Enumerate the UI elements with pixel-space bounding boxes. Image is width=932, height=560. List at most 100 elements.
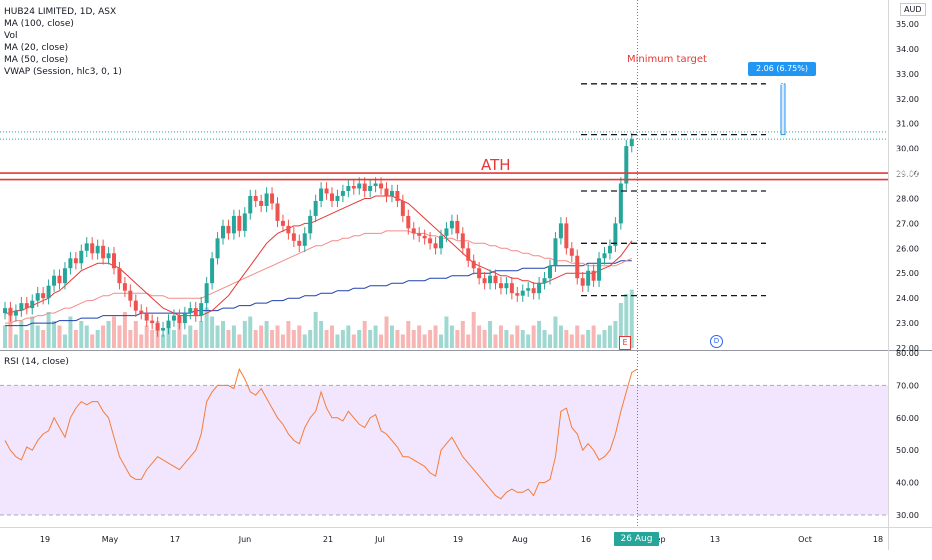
earnings-badge[interactable]: E <box>619 336 631 350</box>
volume-bar <box>406 321 411 348</box>
volume-bar <box>280 334 285 348</box>
volume-bar <box>433 325 438 348</box>
volume-bar <box>460 321 465 348</box>
candle <box>210 258 215 284</box>
candle <box>3 308 7 314</box>
volume-bar <box>351 334 356 348</box>
candle <box>455 220 460 234</box>
volume-bar <box>537 321 542 348</box>
candle <box>144 313 149 321</box>
candle <box>542 278 547 284</box>
candle <box>569 248 574 256</box>
volume-bar <box>515 325 520 348</box>
candle <box>106 253 111 259</box>
time-tick: 17 <box>170 535 180 544</box>
candle <box>346 186 351 191</box>
rsi-band <box>0 385 888 515</box>
price-tick: 22.00 <box>896 344 919 353</box>
candle <box>498 283 503 289</box>
legend-ma100[interactable]: MA (100, close) <box>4 19 74 29</box>
price-tick: 27.00 <box>896 219 919 228</box>
candle <box>297 240 302 246</box>
volume-bar <box>340 330 345 348</box>
volume-bar <box>171 330 176 348</box>
candle <box>35 293 40 301</box>
legend-vwap[interactable]: VWAP (Session, hlc3, 0, 1) <box>4 67 122 77</box>
price-tag-2876: 28.76 <box>896 181 919 190</box>
candle <box>624 146 629 184</box>
volume-bar <box>297 325 302 348</box>
volume-bar <box>548 334 552 348</box>
volume-bar <box>488 321 493 348</box>
candle <box>406 215 411 229</box>
price-tick: 33.00 <box>896 70 919 79</box>
volume-bar <box>52 321 57 348</box>
candle <box>509 283 514 294</box>
candle <box>155 323 160 331</box>
candle <box>618 183 623 224</box>
legend-ma20[interactable]: MA (20, close) <box>4 43 69 53</box>
volume-bar <box>95 330 100 348</box>
candle <box>488 275 493 284</box>
volume-bar <box>264 321 269 348</box>
time-tick: 21 <box>323 535 333 544</box>
candle <box>280 220 285 226</box>
volume-bar <box>324 330 329 348</box>
candle <box>389 190 394 196</box>
volume-bar <box>520 330 525 348</box>
volume-bar <box>422 334 427 348</box>
volume-bar <box>569 334 574 348</box>
candle <box>264 193 269 206</box>
candle <box>270 193 275 204</box>
candle <box>41 293 46 299</box>
candle <box>308 215 313 234</box>
volume-bar <box>542 330 547 348</box>
candle <box>400 200 405 216</box>
volume-bar <box>330 325 334 348</box>
candle <box>24 303 29 309</box>
volume-bar <box>379 334 384 348</box>
legend-vol[interactable]: Vol <box>4 31 18 41</box>
candle <box>340 190 345 196</box>
volume-bar <box>259 325 264 348</box>
volume-bar <box>30 316 35 348</box>
rsi-title[interactable]: RSI (14, close) <box>4 357 69 367</box>
volume-bar <box>308 330 313 348</box>
time-tick: 19 <box>453 535 463 544</box>
candle <box>591 270 596 281</box>
volume-bar <box>575 325 580 348</box>
legend-ma50[interactable]: MA (50, close) <box>4 55 69 65</box>
volume-bar <box>101 325 106 348</box>
volume-bar <box>362 321 367 348</box>
time-tick: Jul <box>374 535 385 544</box>
candle <box>586 270 591 286</box>
candle <box>177 315 182 324</box>
volume-bar <box>558 325 563 348</box>
volume-bar <box>90 334 95 348</box>
candle <box>607 245 612 254</box>
candle <box>324 188 329 194</box>
candle <box>128 290 133 301</box>
currency-button[interactable]: AUD <box>900 3 926 16</box>
volume-bar <box>580 334 585 348</box>
candle <box>537 283 542 294</box>
volume-bar <box>607 325 612 348</box>
candle <box>313 200 318 216</box>
volume-bar <box>188 325 193 348</box>
price-tick: 28.00 <box>896 194 919 203</box>
price-tick: 29.00 <box>896 170 919 179</box>
candle <box>253 195 258 201</box>
price-tick: 26.00 <box>896 244 919 253</box>
candle <box>531 288 536 294</box>
dividend-badge[interactable]: D <box>710 335 723 348</box>
candle <box>362 183 367 191</box>
volume-bar <box>357 330 362 348</box>
symbol-title[interactable]: HUB24 LIMITED, 1D, ASX <box>4 7 117 17</box>
candle <box>330 193 334 201</box>
volume-bar <box>253 330 258 348</box>
candle <box>558 223 563 239</box>
candle <box>13 310 18 316</box>
volume-bar <box>13 334 18 348</box>
candle <box>8 308 13 316</box>
